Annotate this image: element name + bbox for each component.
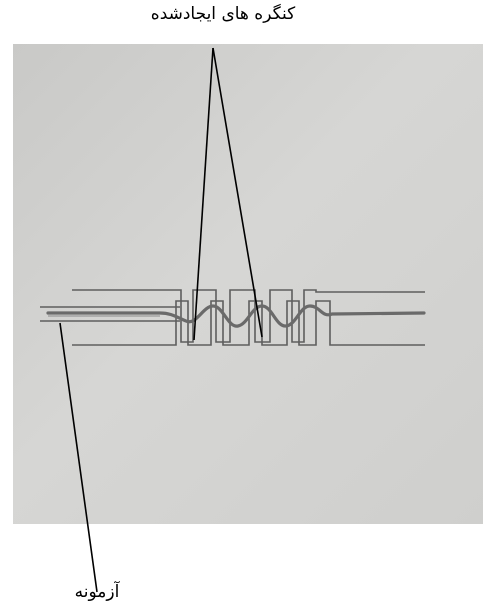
photo-panel: [13, 44, 483, 524]
leader-line-notch-2: [212, 47, 263, 338]
leader-lines: [59, 47, 263, 593]
notches-label: کنگره های ایجادشده: [150, 4, 296, 24]
specimen-label: آزمونه: [74, 582, 120, 602]
leader-line-specimen: [59, 322, 98, 593]
specimen-wire: [46, 304, 426, 328]
leader-line-notch-1: [193, 47, 214, 341]
